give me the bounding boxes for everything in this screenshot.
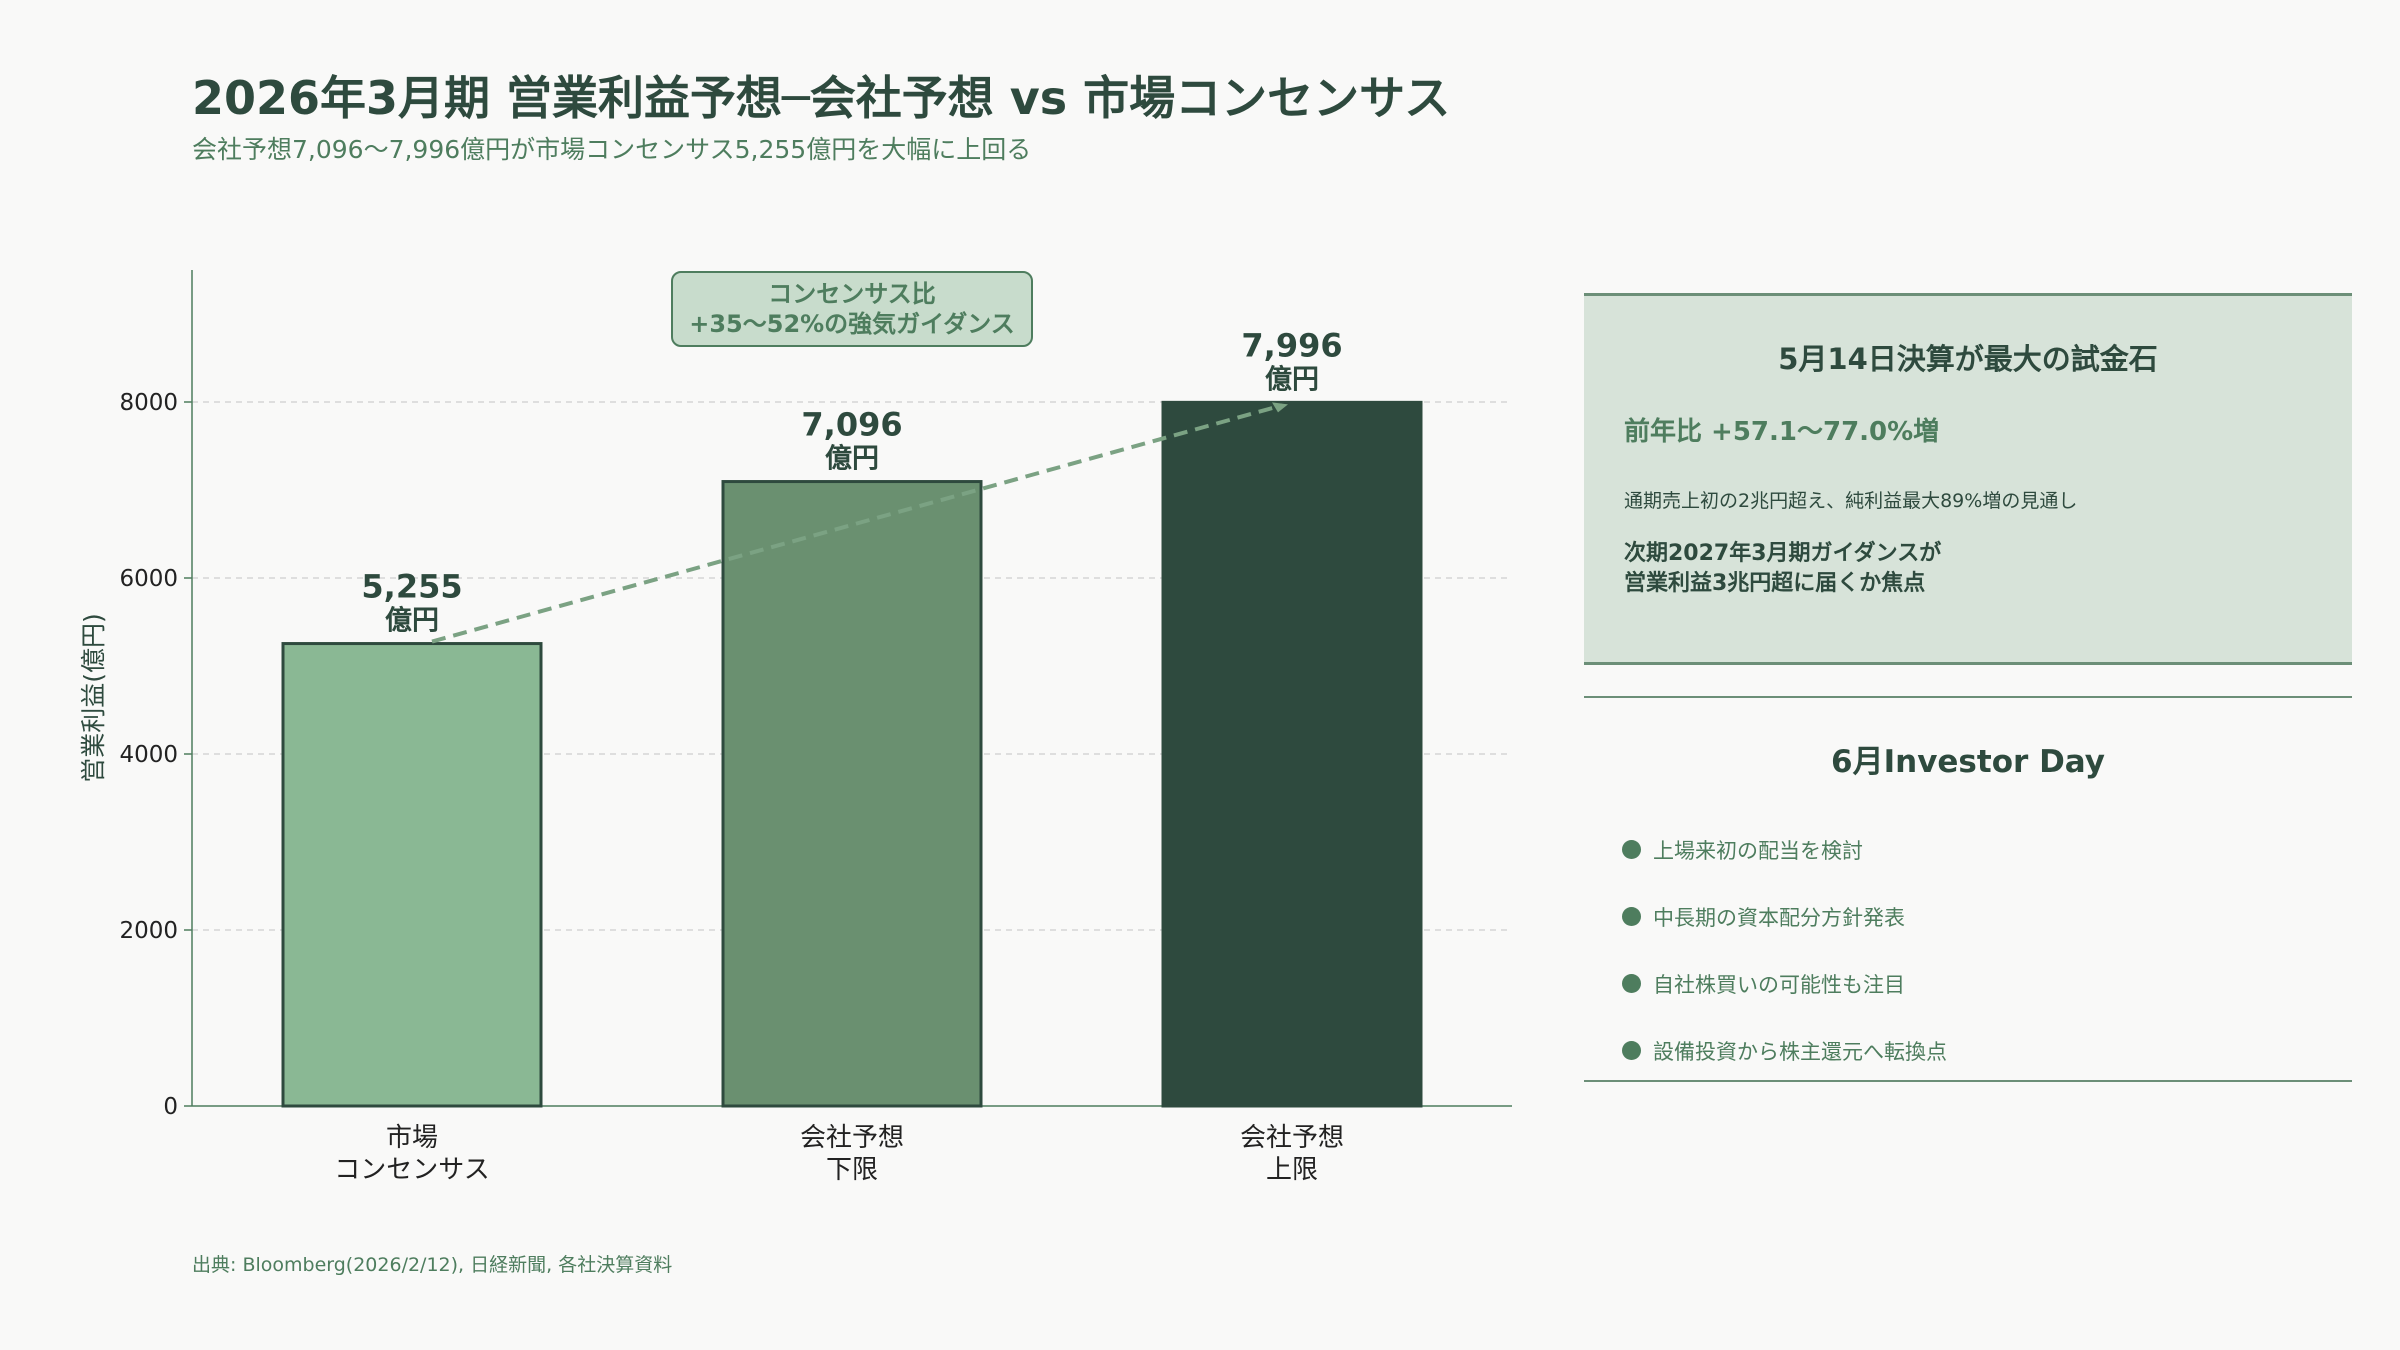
earnings-focus-line: 営業利益3兆円超に届くか焦点 bbox=[1624, 571, 1926, 596]
x-tick-label: コンセンサス bbox=[334, 1155, 489, 1185]
bullet-icon bbox=[1622, 974, 1641, 993]
earnings-panel-title: 5月14日決算が最大の試金石 bbox=[1778, 342, 2158, 376]
y-tick-label: 8000 bbox=[119, 390, 178, 416]
bullet-icon bbox=[1622, 1041, 1641, 1060]
trend-arrow-icon bbox=[1272, 402, 1288, 413]
list-item-text: 設備投資から株主還元へ転換点 bbox=[1653, 1039, 1947, 1064]
bar-value-label: 7,096 bbox=[801, 406, 902, 444]
y-tick-label: 4000 bbox=[119, 742, 178, 768]
annotation-box bbox=[671, 271, 1033, 347]
bullet-icon bbox=[1622, 907, 1641, 926]
earnings-focus: 次期2027年3月期ガイダンスが 営業利益3兆円超に届くか焦点 bbox=[1624, 539, 1941, 599]
bar-unit-label: 億円 bbox=[385, 606, 439, 637]
bar bbox=[1161, 400, 1423, 1108]
bullet-icon bbox=[1622, 840, 1641, 859]
y-tick-label: 6000 bbox=[119, 566, 178, 592]
x-tick-label: 会社予想 bbox=[800, 1123, 904, 1153]
bar-value-label: 7,996 bbox=[1241, 326, 1342, 364]
list-item-text: 上場来初の配当を検討 bbox=[1653, 838, 1863, 863]
bar-chart: 02000400060008000営業利益(億円)5,255億円市場コンセンサス… bbox=[79, 270, 1512, 1185]
bar-value-label: 5,255 bbox=[361, 568, 462, 606]
chart-subtitle: 会社予想7,096〜7,996億円が市場コンセンサス5,255億円を大幅に上回る bbox=[192, 135, 1032, 164]
chart-title: 2026年3月期 営業利益予想─会社予想 vs 市場コンセンサス bbox=[192, 71, 1451, 125]
x-tick-label: 市場 bbox=[386, 1123, 438, 1153]
bar-unit-label: 億円 bbox=[825, 444, 879, 475]
list-item: 上場来初の配当を検討 bbox=[1622, 816, 1947, 883]
y-tick-label: 0 bbox=[163, 1094, 178, 1120]
x-tick-label: 下限 bbox=[826, 1155, 878, 1185]
x-tick-label: 会社予想 bbox=[1240, 1123, 1344, 1153]
list-item: 自社株買いの可能性も注目 bbox=[1622, 950, 1947, 1017]
annotation-text: コンセンサス比 bbox=[768, 280, 936, 308]
bar bbox=[721, 480, 983, 1108]
y-axis-label: 営業利益(億円) bbox=[79, 613, 108, 783]
earnings-growth: 前年比 +57.1〜77.0%増 bbox=[1624, 417, 1940, 447]
earnings-panel: 5月14日決算が最大の試金石 前年比 +57.1〜77.0%増 通期売上初の2兆… bbox=[1584, 293, 2352, 665]
list-item-text: 中長期の資本配分方針発表 bbox=[1653, 905, 1905, 930]
y-tick-label: 2000 bbox=[119, 918, 178, 944]
list-item: 設備投資から株主還元へ転換点 bbox=[1622, 1017, 1947, 1084]
investor-day-title: 6月Investor Day bbox=[1831, 744, 2105, 780]
earnings-focus-line: 次期2027年3月期ガイダンスが bbox=[1624, 541, 1942, 566]
bar bbox=[281, 642, 543, 1108]
bar-unit-label: 億円 bbox=[1265, 364, 1319, 395]
list-item-text: 自社株買いの可能性も注目 bbox=[1653, 972, 1905, 997]
earnings-note: 通期売上初の2兆円超え、純利益最大89%増の見通し bbox=[1624, 490, 2078, 512]
investor-day-list: 上場来初の配当を検討 中長期の資本配分方針発表 自社株買いの可能性も注目 設備投… bbox=[1622, 816, 1947, 1084]
trend-line bbox=[431, 403, 1283, 644]
source-note: 出典: Bloomberg(2026/2/12), 日経新聞, 各社決算資料 bbox=[192, 1254, 673, 1276]
x-tick-label: 上限 bbox=[1266, 1155, 1318, 1185]
list-item: 中長期の資本配分方針発表 bbox=[1622, 883, 1947, 950]
investor-day-panel: 6月Investor Day 上場来初の配当を検討 中長期の資本配分方針発表 自… bbox=[1584, 696, 2352, 1082]
annotation-text: +35〜52%の強気ガイダンス bbox=[689, 310, 1015, 338]
